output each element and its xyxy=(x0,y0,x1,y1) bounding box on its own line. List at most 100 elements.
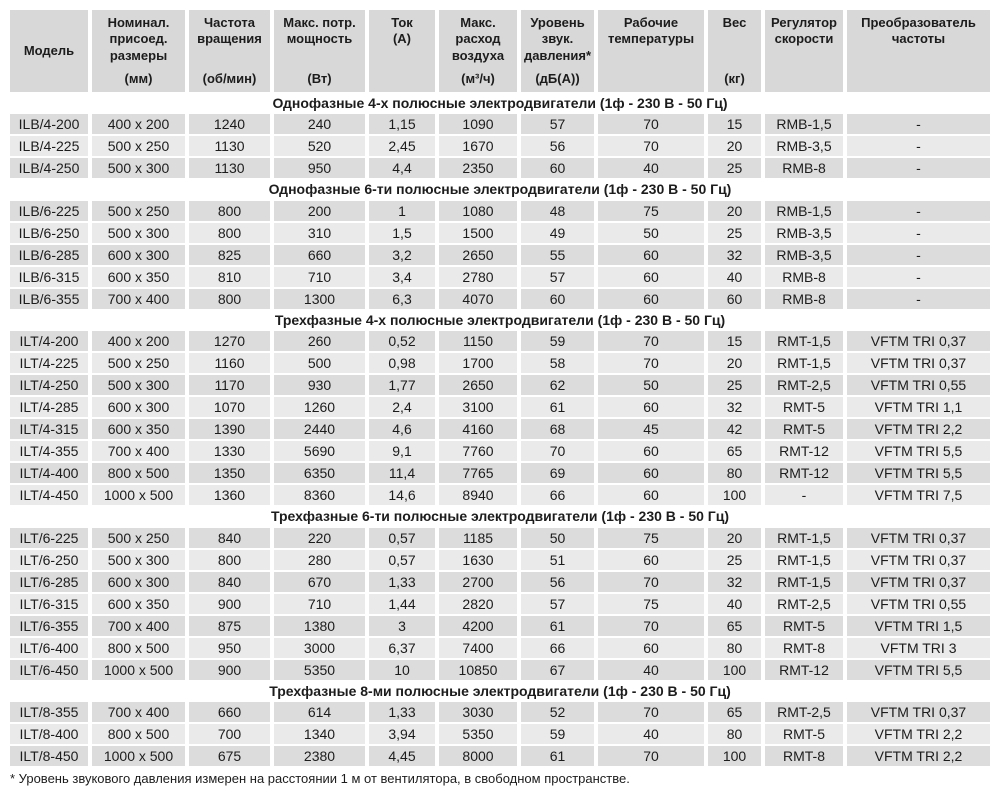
cell-weight: 20 xyxy=(708,136,761,157)
cell-power: 670 xyxy=(274,571,365,592)
column-title: Рабочие температуры xyxy=(607,15,695,47)
cell-dimensions: 800 x 500 xyxy=(92,637,185,658)
cell-weight: 25 xyxy=(708,375,761,396)
cell-current: 11,4 xyxy=(369,463,435,484)
cell-noise: 69 xyxy=(521,463,594,484)
cell-noise: 52 xyxy=(521,701,594,722)
cell-regulator: RMB-8 xyxy=(765,158,843,179)
cell-current: 0,98 xyxy=(369,353,435,374)
cell-weight: 15 xyxy=(708,114,761,135)
cell-weight: 32 xyxy=(708,397,761,418)
cell-dimensions: 1000 x 500 xyxy=(92,485,185,506)
cell-model: ILT/4-315 xyxy=(10,419,88,440)
cell-current: 2,45 xyxy=(369,136,435,157)
column-unit: (об/мин) xyxy=(202,70,257,86)
cell-noise: 48 xyxy=(521,200,594,221)
cell-model: ILT/4-355 xyxy=(10,441,88,462)
cell-model: ILB/4-225 xyxy=(10,136,88,157)
cell-airflow: 2820 xyxy=(439,593,517,614)
cell-dimensions: 800 x 500 xyxy=(92,463,185,484)
cell-converter: - xyxy=(847,158,990,179)
cell-model: ILT/6-225 xyxy=(10,527,88,548)
cell-weight: 42 xyxy=(708,419,761,440)
cell-model: ILT/6-400 xyxy=(10,637,88,658)
cell-power: 1300 xyxy=(274,288,365,309)
cell-power: 6350 xyxy=(274,463,365,484)
cell-current: 6,37 xyxy=(369,637,435,658)
cell-weight: 40 xyxy=(708,266,761,287)
cell-dimensions: 500 x 300 xyxy=(92,375,185,396)
cell-current: 3,4 xyxy=(369,266,435,287)
cell-model: ILT/8-355 xyxy=(10,701,88,722)
cell-power: 1260 xyxy=(274,397,365,418)
cell-airflow: 8000 xyxy=(439,745,517,766)
cell-weight: 100 xyxy=(708,745,761,766)
cell-current: 3 xyxy=(369,615,435,636)
column-title: Частота вращения xyxy=(197,15,262,47)
cell-airflow: 7760 xyxy=(439,441,517,462)
footnote: * Уровень звукового давления измерен на … xyxy=(10,770,630,786)
cell-dimensions: 600 x 350 xyxy=(92,593,185,614)
column-title: Модель xyxy=(23,42,75,58)
cell-airflow: 10850 xyxy=(439,659,517,680)
column-header-noise: Уровень звук. давления* (дБ(А)) xyxy=(521,10,594,92)
cell-temperature: 40 xyxy=(598,158,704,179)
cell-converter: - xyxy=(847,200,990,221)
cell-airflow: 1700 xyxy=(439,353,517,374)
cell-temperature: 60 xyxy=(598,288,704,309)
cell-model: ILT/6-450 xyxy=(10,659,88,680)
cell-weight: 15 xyxy=(708,331,761,352)
cell-airflow: 3030 xyxy=(439,701,517,722)
cell-rpm: 800 xyxy=(189,288,270,309)
cell-model: ILT/8-400 xyxy=(10,723,88,744)
column-header-power: Макс. потр. мощность (Вт) xyxy=(274,10,365,92)
column-title: Номинал. присоед. размеры xyxy=(107,15,170,63)
cell-dimensions: 700 x 400 xyxy=(92,288,185,309)
cell-converter: - xyxy=(847,136,990,157)
cell-current: 1,33 xyxy=(369,571,435,592)
cell-weight: 80 xyxy=(708,463,761,484)
cell-power: 2440 xyxy=(274,419,365,440)
cell-converter: VFTM TRI 5,5 xyxy=(847,463,990,484)
cell-noise: 57 xyxy=(521,593,594,614)
column-title: Ток xyxy=(391,15,413,30)
cell-noise: 61 xyxy=(521,397,594,418)
cell-weight: 32 xyxy=(708,571,761,592)
column-title: Вес xyxy=(722,15,747,30)
cell-current: 6,3 xyxy=(369,288,435,309)
cell-model: ILB/4-200 xyxy=(10,114,88,135)
cell-current: 4,6 xyxy=(369,419,435,440)
cell-model: ILB/6-355 xyxy=(10,288,88,309)
cell-current: 1,77 xyxy=(369,375,435,396)
cell-dimensions: 400 x 200 xyxy=(92,331,185,352)
cell-converter: VFTM TRI 5,5 xyxy=(847,659,990,680)
cell-power: 3000 xyxy=(274,637,365,658)
cell-rpm: 1240 xyxy=(189,114,270,135)
cell-current: 0,57 xyxy=(369,527,435,548)
cell-airflow: 1630 xyxy=(439,549,517,570)
section-title: Трехфазные 8-ми полюсные электродвигател… xyxy=(10,681,990,700)
cell-airflow: 3100 xyxy=(439,397,517,418)
cell-current: 3,2 xyxy=(369,244,435,265)
cell-regulator: RMB-8 xyxy=(765,266,843,287)
cell-dimensions: 600 x 300 xyxy=(92,244,185,265)
cell-current: 4,4 xyxy=(369,158,435,179)
cell-rpm: 900 xyxy=(189,593,270,614)
cell-rpm: 1170 xyxy=(189,375,270,396)
cell-regulator: RMB-8 xyxy=(765,288,843,309)
cell-regulator: RMT-5 xyxy=(765,723,843,744)
cell-noise: 56 xyxy=(521,571,594,592)
cell-regulator: RMT-5 xyxy=(765,419,843,440)
cell-model: ILB/6-285 xyxy=(10,244,88,265)
cell-model: ILB/6-225 xyxy=(10,200,88,221)
section-title: Трехфазные 4-х полюсные электродвигатели… xyxy=(10,310,990,330)
cell-noise: 57 xyxy=(521,114,594,135)
cell-noise: 50 xyxy=(521,527,594,548)
cell-rpm: 950 xyxy=(189,637,270,658)
cell-regulator: RMB-3,5 xyxy=(765,136,843,157)
cell-noise: 66 xyxy=(521,637,594,658)
cell-model: ILT/4-250 xyxy=(10,375,88,396)
cell-temperature: 70 xyxy=(598,136,704,157)
column-unit: (Вт) xyxy=(307,70,332,86)
cell-power: 930 xyxy=(274,375,365,396)
